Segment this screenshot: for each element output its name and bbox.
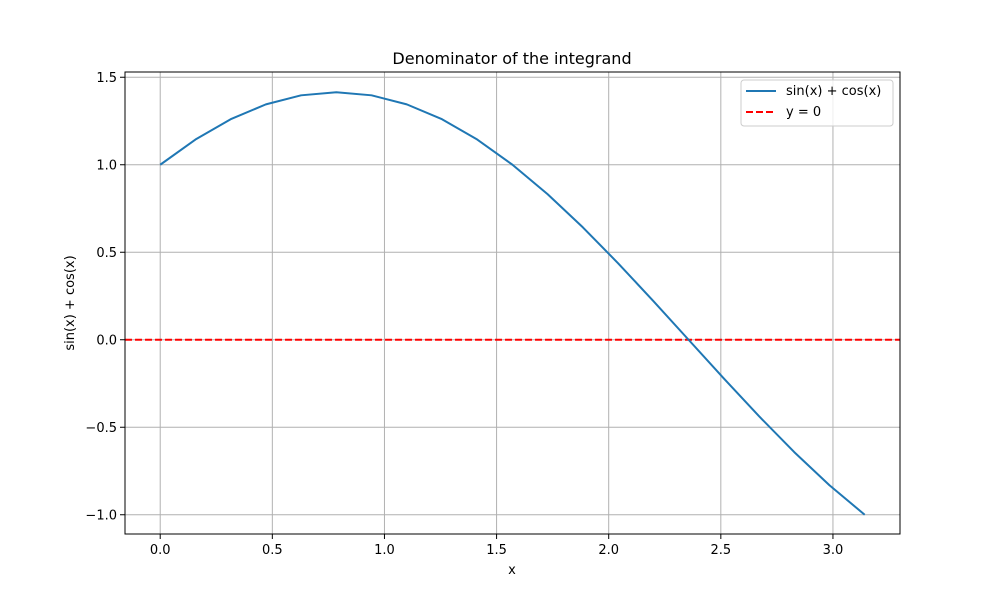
x-tick-label: 1.0 <box>374 543 395 558</box>
series-line-sincos <box>159 91 866 516</box>
y-axis-label: sin(x) + cos(x) <box>63 255 78 350</box>
y-tick-label: −1.0 <box>85 508 117 523</box>
legend: sin(x) + cos(x) y = 0 <box>740 79 894 127</box>
y-tick-label: 1.5 <box>96 71 117 86</box>
y-tick-label: 0.5 <box>96 246 117 261</box>
x-tick-label: 2.5 <box>710 543 731 558</box>
legend-label-sincos: sin(x) + cos(x) <box>786 84 881 99</box>
chart-title: Denominator of the integrand <box>392 49 631 68</box>
x-axis-label: x <box>508 563 516 578</box>
series-group <box>125 91 900 516</box>
x-ticks: 0.0 0.5 1.0 1.5 2.0 2.5 3.0 <box>150 534 843 558</box>
x-tick-label: 3.0 <box>823 543 844 558</box>
x-tick-label: 0.0 <box>150 543 171 558</box>
grid <box>125 72 900 534</box>
x-tick-label: 1.5 <box>486 543 507 558</box>
legend-label-zero: y = 0 <box>786 105 821 120</box>
x-tick-label: 0.5 <box>262 543 283 558</box>
y-tick-label: 1.0 <box>96 158 117 173</box>
x-tick-label: 2.0 <box>598 543 619 558</box>
legend-box <box>740 79 894 127</box>
y-ticks: −1.0 −0.5 0.0 0.5 1.0 1.5 <box>85 71 125 523</box>
plot-frame <box>124 71 901 535</box>
y-tick-label: 0.0 <box>96 333 117 348</box>
y-tick-label: −0.5 <box>85 421 117 436</box>
